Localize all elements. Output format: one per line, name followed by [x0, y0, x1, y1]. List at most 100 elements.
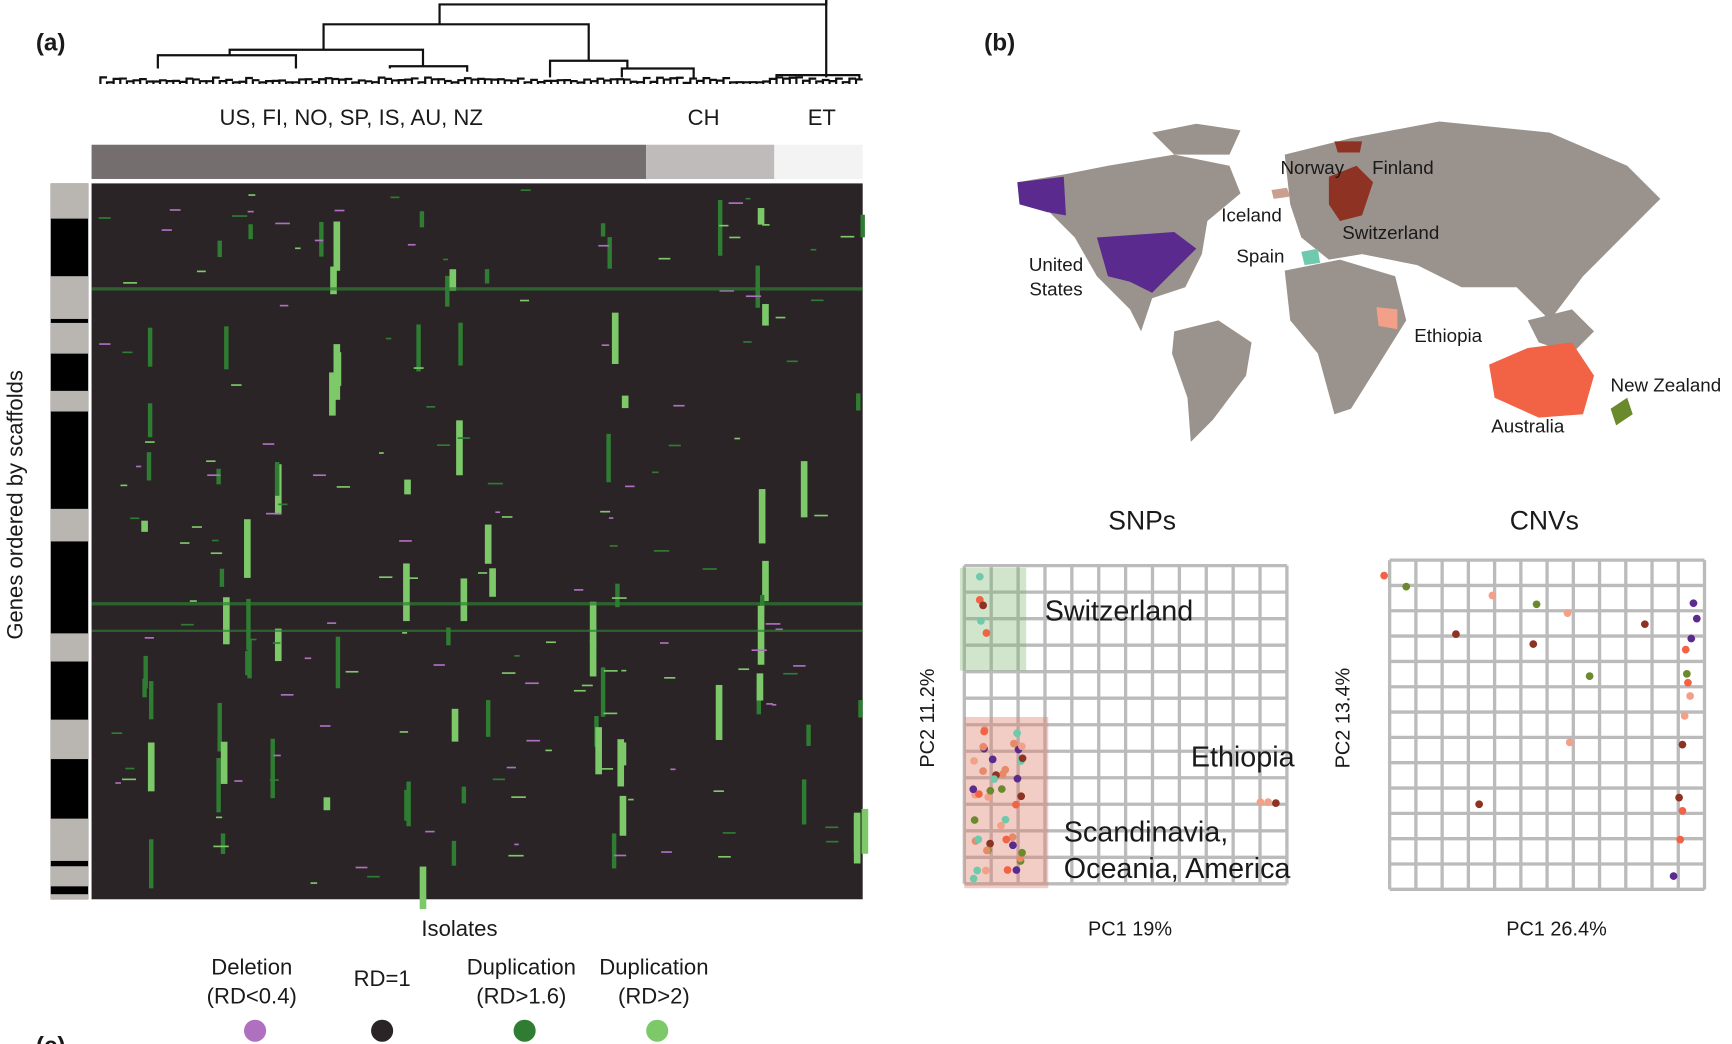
heatmap-cell [589, 639, 597, 677]
map-label: States [1029, 279, 1082, 300]
heatmap-cell [600, 510, 611, 513]
scatter-point [1689, 599, 1698, 608]
map-label: Spain [1236, 245, 1284, 266]
scatter-point [988, 755, 997, 764]
legend-label: Duplication [467, 955, 576, 980]
scatter-point [1532, 600, 1541, 609]
dendrogram-branch [656, 76, 664, 84]
dendrogram-branch [371, 81, 379, 84]
group-label: US, FI, NO, SP, IS, AU, NZ [219, 105, 482, 130]
scaffold-stripe [50, 390, 89, 412]
dendrogram-branch [198, 80, 207, 84]
heatmap-cell [219, 568, 225, 587]
heatmap-cell [189, 600, 197, 602]
heatmap-cell [673, 404, 685, 407]
dendrogram-branch [762, 80, 770, 84]
dendrogram-branch [112, 77, 121, 84]
dendrogram-branch [503, 79, 512, 84]
heatmap-cell [402, 632, 408, 634]
heatmap-cell [800, 461, 808, 518]
heatmap-cell [426, 406, 436, 408]
heatmap-cell [451, 708, 459, 742]
heatmap-cell [492, 778, 505, 781]
scaffold-stripe [50, 322, 89, 354]
group-bar [91, 144, 647, 179]
heatmap-cell [461, 786, 467, 804]
dendrogram-branch [156, 54, 298, 69]
heatmap-cell [501, 672, 516, 674]
heatmap-cell [196, 270, 206, 273]
heatmap-cell [220, 833, 226, 854]
scatter-point [1010, 739, 1018, 748]
heatmap-cell [581, 684, 593, 687]
heatmap-cell [147, 742, 155, 792]
heatmap-cell [367, 875, 380, 878]
heatmap-cell [625, 485, 635, 488]
heatmap-cell [762, 224, 770, 226]
heatmap-cell [514, 655, 520, 657]
scatter-point [1272, 799, 1280, 808]
group-label: CH [688, 105, 720, 130]
heatmap-cell [246, 598, 251, 650]
us-contiguous [1096, 232, 1197, 293]
dendrogram-branch [768, 77, 777, 84]
heatmap-cell [279, 304, 289, 307]
legend-swatch [646, 1019, 669, 1042]
scatter-point [1675, 793, 1683, 802]
heatmap-cell [661, 851, 672, 853]
heatmap-cell [573, 689, 586, 692]
heatmap-cell [734, 437, 741, 440]
dendrogram-branch [742, 81, 750, 84]
heatmap-cell [745, 197, 751, 200]
heatmap-cell [141, 520, 148, 532]
heatmap-cell [220, 741, 228, 784]
dendrogram-branch [284, 81, 293, 84]
scatter-point [1013, 774, 1022, 783]
dendrogram-branch [775, 76, 784, 84]
scaffold-stripe [50, 276, 89, 319]
heatmap-cell [574, 589, 584, 591]
scatter-point [1640, 620, 1649, 629]
dendrogram-branch [99, 76, 108, 84]
heatmap-cell [814, 514, 828, 517]
dendrogram-branch [815, 80, 823, 84]
scatter-point [1002, 835, 1011, 844]
dendrogram-branch [543, 79, 552, 84]
heatmap-cell [323, 797, 331, 811]
heatmap-cell [274, 462, 280, 496]
heatmap-cell [407, 243, 416, 246]
heatmap-cell [91, 287, 863, 291]
heatmap-cell [215, 816, 223, 819]
heatmap-cell [149, 681, 154, 720]
heatmap-cell [404, 479, 411, 495]
heatmap-cell [310, 882, 318, 884]
dendrogram-branch [748, 81, 757, 84]
heatmap-cell [713, 790, 724, 793]
dendrogram-branch [245, 76, 253, 84]
heatmap-cell [484, 269, 490, 284]
map-label: Norway [1281, 157, 1345, 178]
heatmap-cell [514, 843, 519, 846]
heatmap-cell [446, 627, 451, 646]
map-label: Switzerland [1342, 222, 1439, 243]
scatter-point [969, 874, 978, 883]
dendrogram-branch [788, 76, 797, 84]
dendrogram-branch [636, 81, 644, 84]
landmass [1284, 121, 1661, 321]
heatmap-cell [314, 239, 324, 242]
heatmap-cell [99, 343, 111, 345]
heatmap-cell [611, 597, 627, 599]
heatmap-cell [653, 550, 670, 552]
dendrogram-branch [709, 78, 717, 84]
scatter-point [979, 742, 988, 751]
heatmap-cell [520, 189, 531, 192]
heatmap-cell [399, 731, 409, 733]
heatmap-cell [495, 511, 501, 514]
heatmap-cell [825, 826, 839, 829]
heatmap-cell [801, 779, 807, 825]
axis-label: Genes ordered by scaffolds [2, 370, 27, 640]
scatter-point [997, 785, 1006, 793]
dendrogram-branch [536, 80, 545, 84]
heatmap-cell [757, 208, 765, 225]
landmass [1284, 259, 1407, 415]
